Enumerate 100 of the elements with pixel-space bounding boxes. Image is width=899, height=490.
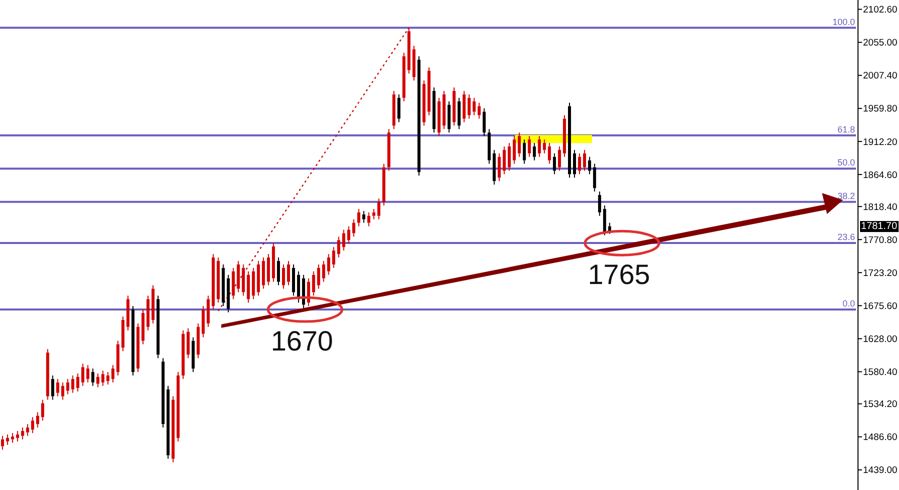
candlestick xyxy=(46,348,50,400)
candlestick xyxy=(222,264,225,307)
candlestick xyxy=(397,94,400,123)
candlestick xyxy=(538,136,541,158)
candlestick xyxy=(322,260,326,282)
candlestick xyxy=(206,295,210,328)
candlestick xyxy=(26,424,30,436)
candlestick xyxy=(377,198,380,220)
candlestick xyxy=(598,191,602,216)
y-tick-label: 1580.40 xyxy=(863,367,898,378)
candlestick xyxy=(186,328,190,359)
candlestick xyxy=(156,295,160,359)
candlestick xyxy=(76,372,80,392)
candlestick xyxy=(252,267,255,300)
candlestick xyxy=(166,385,170,460)
candlestick xyxy=(91,368,94,386)
candlestick xyxy=(498,152,501,182)
annotation: 23.6 xyxy=(837,232,855,242)
candlestick xyxy=(532,142,536,161)
candlestick xyxy=(21,427,24,440)
annotation: 100.0 xyxy=(832,16,855,27)
candlestick xyxy=(478,102,481,120)
candlestick xyxy=(428,66,430,116)
candlestick xyxy=(276,256,280,286)
candlestick xyxy=(488,128,491,164)
candlestick xyxy=(312,270,316,296)
candlestick xyxy=(518,132,521,158)
annotation: 0.0 xyxy=(842,298,855,309)
annotation: 61.8 xyxy=(837,124,855,134)
y-tick-label: 1486.60 xyxy=(863,432,898,444)
candlestick xyxy=(101,370,104,386)
y-tick-label: 2055.00 xyxy=(863,38,898,49)
candlestick xyxy=(438,97,441,137)
y-tick-label: 1818.40 xyxy=(863,202,898,213)
candlestick xyxy=(232,267,235,300)
y-tick-label: 1770.80 xyxy=(863,234,898,246)
candlestick xyxy=(162,358,165,428)
candlestick xyxy=(448,100,451,134)
candlestick xyxy=(31,416,34,434)
candlestick xyxy=(458,97,461,130)
candlestick xyxy=(136,322,140,373)
candlestick xyxy=(236,260,240,293)
candlestick xyxy=(287,260,290,286)
candlestick xyxy=(51,374,54,400)
candlestick xyxy=(468,94,471,120)
candlestick xyxy=(176,372,180,442)
candlestick xyxy=(578,152,582,175)
y-tick-label: 1534.20 xyxy=(863,399,898,410)
candlestick xyxy=(292,264,296,296)
candlestick xyxy=(256,260,260,296)
candlestick xyxy=(548,142,551,164)
candlestick xyxy=(462,90,466,123)
candlestick xyxy=(422,80,426,126)
y-tick-label: 1912.20 xyxy=(863,136,898,148)
candlestick xyxy=(562,114,566,158)
candlestick xyxy=(266,254,270,286)
candlestick xyxy=(242,264,245,296)
candlestick xyxy=(106,372,110,386)
candlestick xyxy=(202,306,205,338)
candlestick xyxy=(392,90,396,130)
candlestick xyxy=(372,208,376,220)
candlestick xyxy=(568,102,571,178)
annotation: 38.2 xyxy=(837,190,855,201)
candlestick xyxy=(121,316,124,352)
candlestick xyxy=(472,97,476,116)
candlestick xyxy=(522,139,526,164)
annotation: 1765 xyxy=(588,259,650,290)
candlestick xyxy=(71,374,74,394)
candlestick xyxy=(382,163,386,206)
candlestick xyxy=(327,254,330,276)
y-tick-label: 1439.00 xyxy=(863,465,898,476)
candlestick xyxy=(452,86,456,126)
y-tick-label: 1864.60 xyxy=(863,170,898,181)
candlestick xyxy=(352,218,356,238)
y-tick-label: 1675.60 xyxy=(863,300,898,312)
candlestick xyxy=(111,364,114,383)
candlestick xyxy=(502,146,506,175)
candlestick xyxy=(367,212,370,227)
candlestick xyxy=(56,378,60,397)
candlestick xyxy=(146,295,150,331)
candlestick xyxy=(196,322,200,359)
candlestick xyxy=(96,372,100,388)
annotation: 1670 xyxy=(270,326,334,357)
candlestick xyxy=(61,382,64,400)
candlestick xyxy=(212,254,215,310)
candlestick xyxy=(512,136,516,164)
annotation: 50.0 xyxy=(837,158,855,168)
candlestick xyxy=(81,363,84,386)
text: 1781.70 xyxy=(861,221,898,232)
candlestick xyxy=(192,336,195,373)
candlestick xyxy=(216,256,220,304)
candlestick xyxy=(528,136,531,158)
candlestick xyxy=(6,434,10,446)
candlestick xyxy=(342,229,346,252)
y-tick-label: 1723.20 xyxy=(863,268,898,279)
y-tick-label: 1628.00 xyxy=(863,334,898,346)
candlestick xyxy=(362,210,366,224)
candlestick xyxy=(417,56,420,176)
candlestick xyxy=(332,246,336,268)
candlestick xyxy=(16,430,20,442)
